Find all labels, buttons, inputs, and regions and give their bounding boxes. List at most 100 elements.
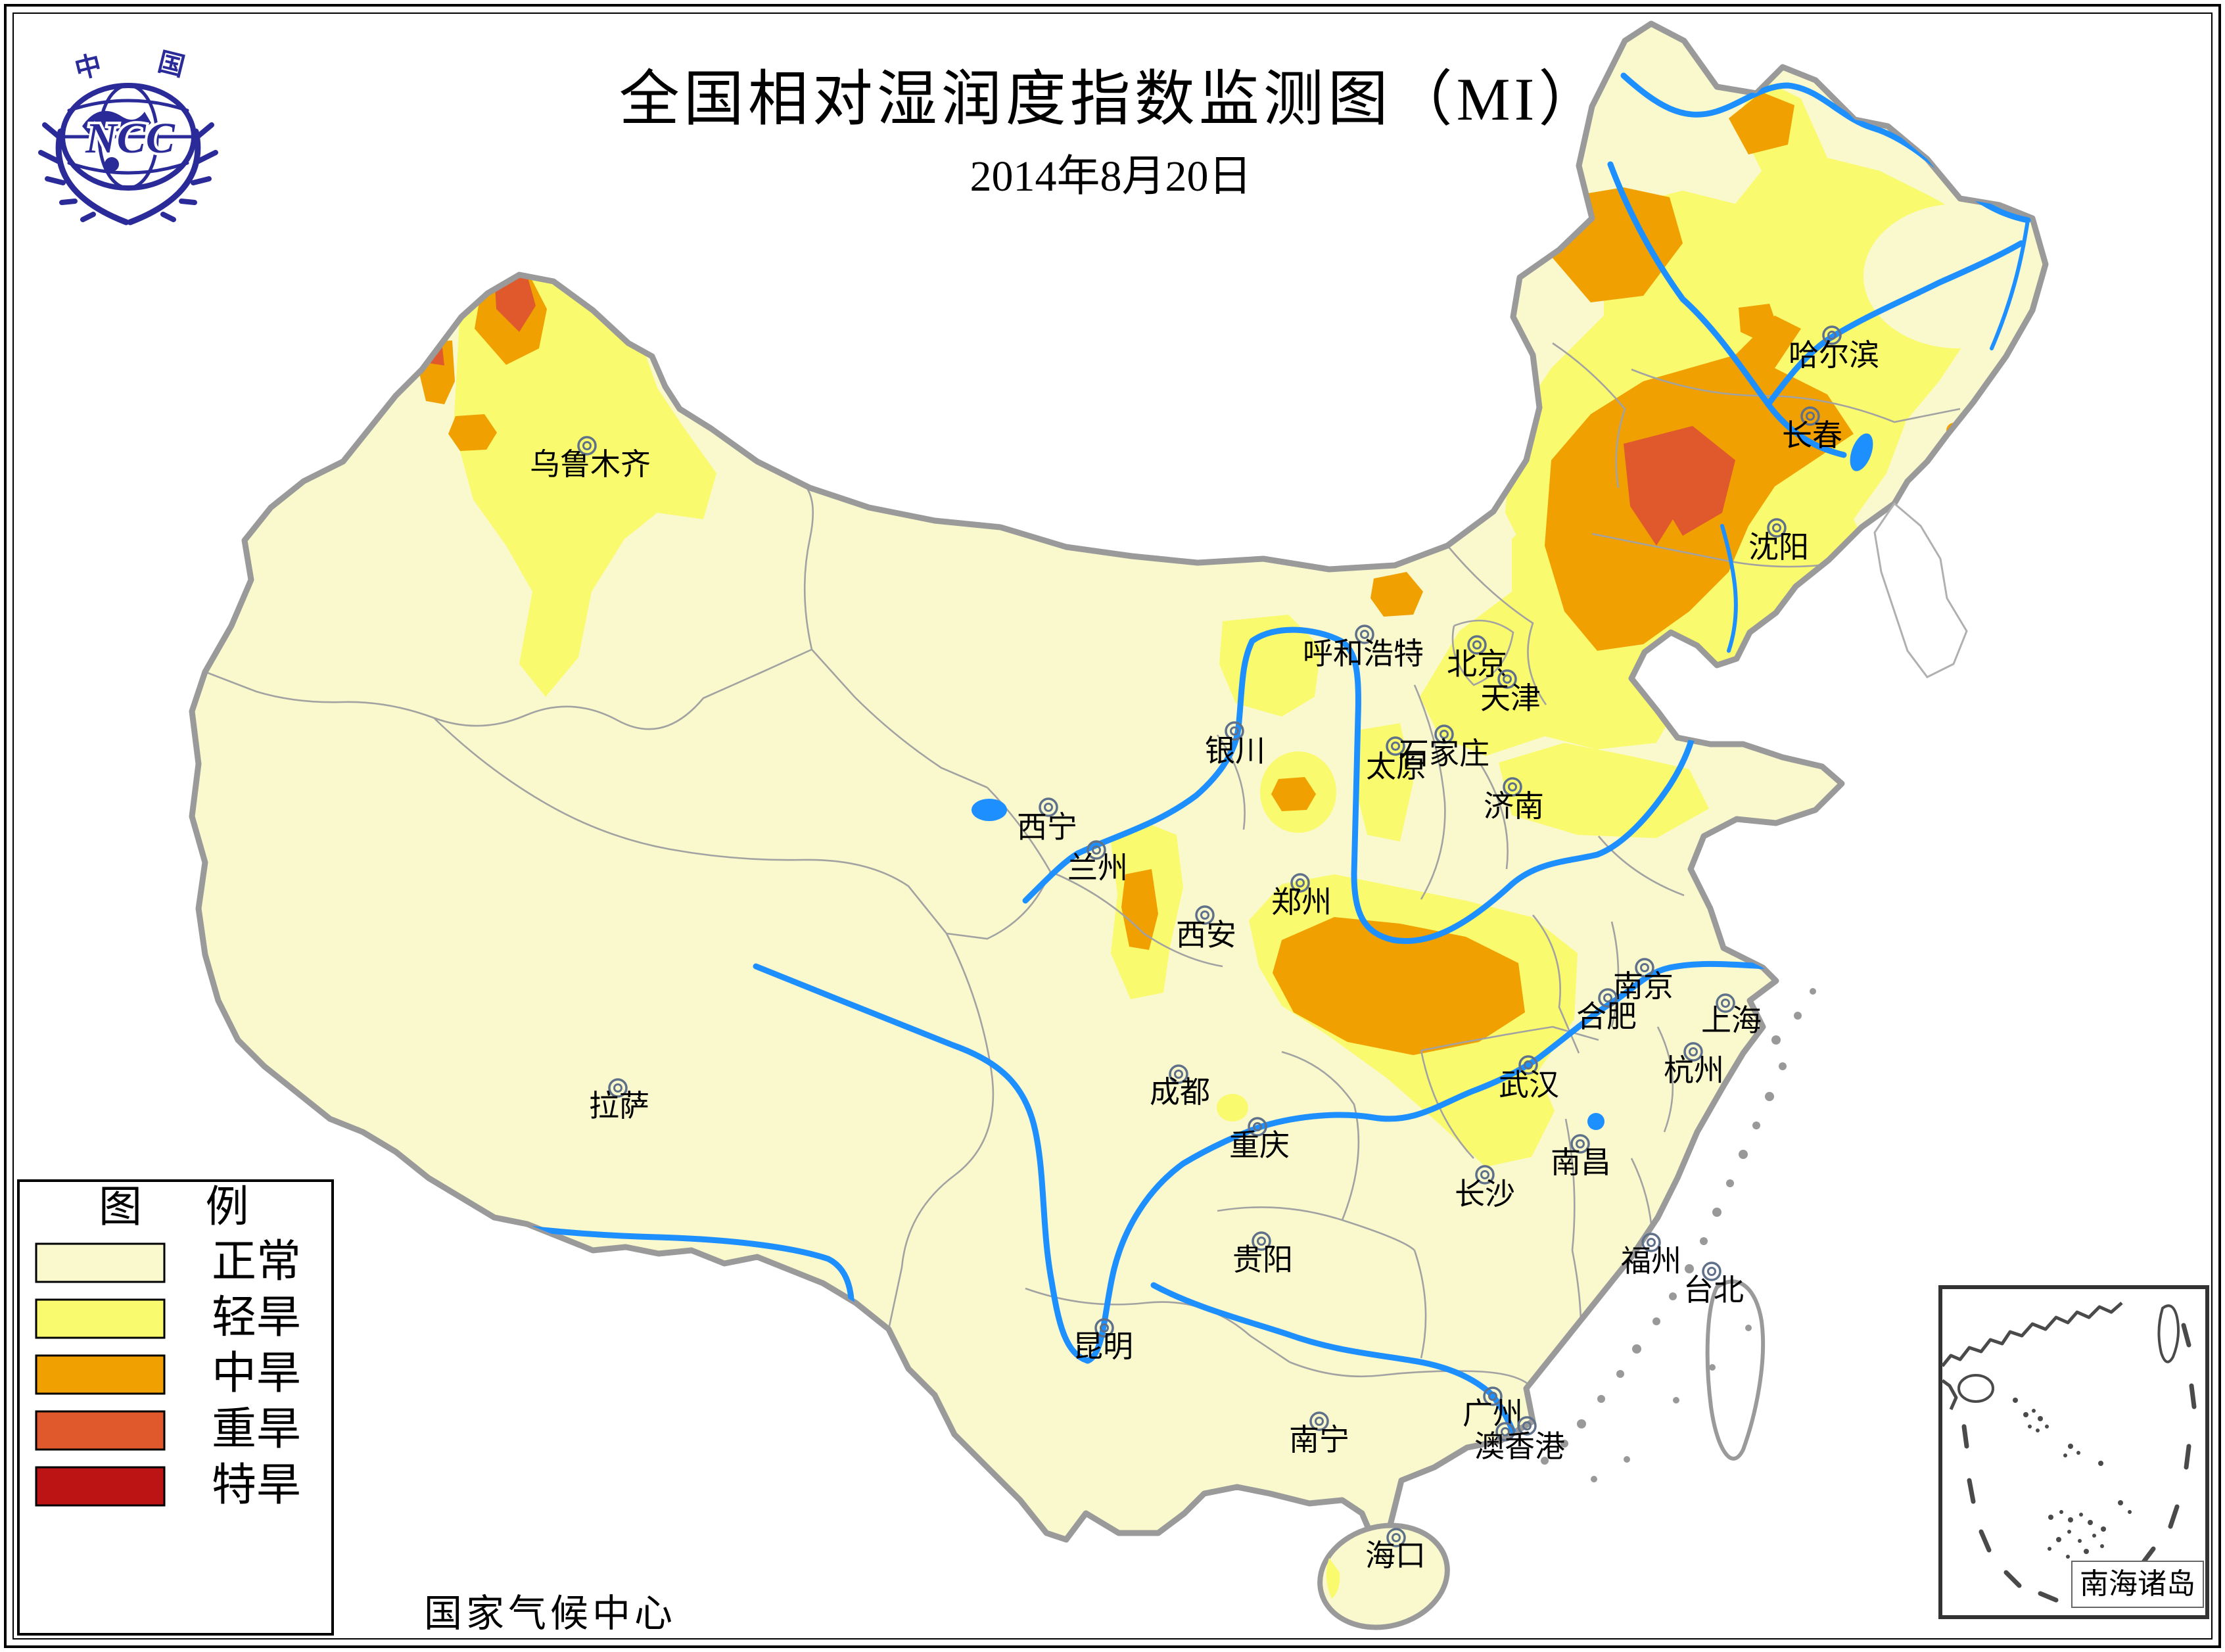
city-marker: [1386, 1528, 1406, 1547]
city-label: 合肥: [1576, 1000, 1637, 1033]
city: 银川: [1205, 721, 1265, 768]
city-marker: [1767, 518, 1787, 538]
city-marker-inner: [1576, 1139, 1585, 1148]
page-frame-inner: [12, 12, 2213, 1640]
city-marker-inner: [1827, 331, 1837, 340]
city: 太原: [1366, 736, 1426, 784]
city-marker: [1195, 905, 1215, 925]
city-marker-inner: [1296, 878, 1305, 887]
city: 天津: [1480, 669, 1541, 715]
city-label: 银川: [1205, 734, 1265, 768]
city-marker-inner: [1501, 1427, 1510, 1436]
city-marker-inner: [1603, 993, 1612, 1003]
city: 上海: [1701, 993, 1762, 1037]
city-label: 郑州: [1271, 885, 1332, 919]
legend-swatch-4: [35, 1410, 166, 1451]
legend-label-3: 中旱: [212, 1348, 301, 1398]
city-marker-inner: [1640, 963, 1649, 972]
city-marker-inner: [1721, 999, 1730, 1008]
city: 郑州: [1271, 873, 1332, 919]
city: 西安: [1176, 905, 1236, 952]
inset-coastline: [1941, 1302, 2123, 1367]
page-title: 全国相对湿润度指数监测图（MI）: [619, 66, 1603, 133]
city-label: 武汉: [1499, 1068, 1559, 1102]
songhua-river-upper: [1607, 161, 1847, 458]
city-marker-inner: [1360, 630, 1369, 639]
inset-label: 南海诸岛: [2080, 1568, 2195, 1600]
patch-light-northchina: [1420, 500, 1683, 756]
city-marker: [1355, 625, 1374, 644]
city-label: 太原: [1366, 750, 1426, 784]
city-marker-inner: [1508, 782, 1517, 791]
city-marker-inner: [1044, 803, 1053, 812]
city-label: 成都: [1150, 1075, 1210, 1109]
city-label: 南宁: [1289, 1423, 1349, 1457]
legend-swatch-2: [35, 1298, 166, 1339]
city: 哈尔滨: [1789, 325, 1879, 372]
qinghai-lake: [972, 799, 1007, 821]
city-marker: [1483, 1386, 1503, 1406]
inset-taiwan: [2157, 1304, 2180, 1363]
city: 南京: [1613, 958, 1674, 1003]
logo-acronym: NCC: [85, 114, 176, 162]
city-marker-inner: [1230, 726, 1239, 736]
city-marker-inner: [1392, 1533, 1401, 1542]
city: 重庆: [1229, 1117, 1290, 1162]
city-label: 长沙: [1455, 1177, 1515, 1211]
city-marker: [1518, 1055, 1538, 1075]
city-label: 乌鲁木齐: [530, 448, 651, 481]
city: 南昌: [1551, 1134, 1611, 1179]
city-label: 重庆: [1229, 1129, 1290, 1162]
city-marker: [1475, 1165, 1495, 1185]
city: 合肥: [1576, 988, 1637, 1033]
legend-swatch-1: [35, 1242, 166, 1283]
city-marker: [1822, 325, 1842, 345]
city: 济南: [1484, 777, 1544, 823]
city-marker-inner: [1772, 523, 1781, 532]
city-marker-inner: [1503, 674, 1512, 684]
patch-light-shandong: [1499, 743, 1709, 838]
city-marker-inner: [1707, 1267, 1716, 1276]
city-marker: [1290, 873, 1310, 893]
city-marker: [1641, 1233, 1661, 1252]
city-label: 杭州: [1664, 1054, 1724, 1087]
city-label: 澳香港: [1474, 1430, 1565, 1463]
city-marker: [1248, 1117, 1267, 1137]
city-marker: [1570, 1134, 1590, 1154]
city-marker: [1252, 1231, 1271, 1251]
city-marker: [1683, 1042, 1703, 1062]
page-frame-outer: [4, 4, 2221, 1648]
city-marker-inner: [1174, 1070, 1183, 1079]
city: 呼和浩特: [1303, 625, 1424, 671]
inset-label-box: [2071, 1561, 2204, 1608]
patch-mid-henan-south: [1273, 917, 1525, 1055]
city-marker-inner: [1200, 910, 1209, 920]
city-label: 福州: [1621, 1244, 1681, 1278]
credit-text: 国家气候中心: [424, 1592, 676, 1635]
city-marker: [1497, 669, 1517, 689]
city-marker-inner: [1391, 742, 1400, 751]
city-marker: [1598, 988, 1618, 1008]
city: 乌鲁木齐: [530, 436, 651, 481]
songhua-lake: [1850, 433, 1873, 471]
city-label: 兰州: [1067, 851, 1128, 885]
city-marker-inner: [1480, 1170, 1489, 1179]
city-marker: [1434, 724, 1454, 744]
city-marker: [1169, 1064, 1188, 1084]
coastal-islands: [1541, 988, 1816, 1482]
city: 拉萨: [589, 1078, 649, 1123]
city: 贵阳: [1232, 1231, 1293, 1277]
city-marker: [1800, 406, 1820, 426]
inset-hainan: [1957, 1374, 1994, 1403]
city-marker-inner: [1806, 412, 1815, 421]
city-marker-inner: [1253, 1122, 1262, 1131]
legend-label-5: 特旱: [212, 1460, 301, 1510]
patch-mid-xinjiang-west: [448, 414, 497, 451]
city-marker-inner: [1524, 1060, 1533, 1070]
patch-mid-hohhot-n: [1370, 572, 1423, 617]
city-label: 石家庄: [1399, 737, 1489, 770]
city-marker-inner: [1488, 1392, 1497, 1401]
page-date: 2014年8月20日: [970, 153, 1252, 201]
